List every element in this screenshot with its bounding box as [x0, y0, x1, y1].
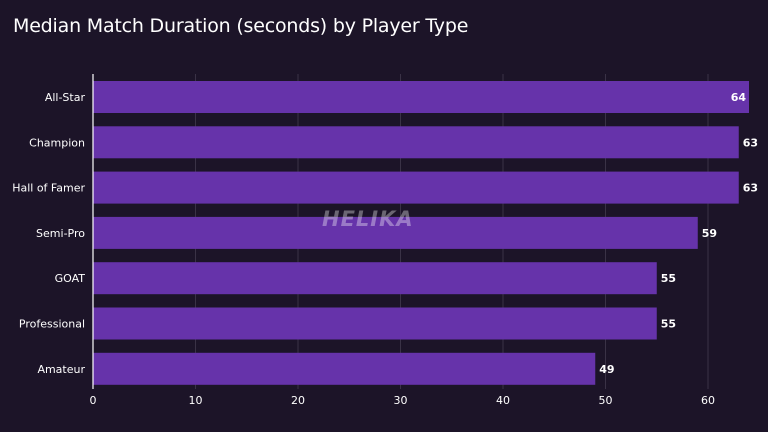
- value-label: 55: [661, 318, 676, 331]
- value-label: 63: [743, 136, 758, 149]
- value-label: 55: [661, 272, 676, 285]
- value-label: 49: [599, 363, 614, 376]
- x-tick-label: 10: [189, 394, 203, 407]
- x-tick-label: 60: [701, 394, 715, 407]
- labels: 0 10 20 30 40 50 60 All-Star 64 Champion 63 Hall of…: [12, 91, 758, 407]
- category-label: Amateur: [37, 363, 85, 376]
- bar: [93, 352, 596, 385]
- bar: [93, 216, 698, 249]
- bar: [93, 262, 657, 295]
- x-tick-label: 0: [90, 394, 97, 407]
- value-label: 64: [731, 91, 747, 104]
- x-tick-label: 50: [599, 394, 613, 407]
- category-label: Champion: [29, 136, 85, 149]
- x-tick-label: 40: [496, 394, 510, 407]
- value-label: 63: [743, 182, 758, 195]
- bars: [93, 81, 749, 385]
- value-label: 59: [702, 227, 717, 240]
- bar: [93, 81, 749, 113]
- category-label: GOAT: [55, 272, 86, 285]
- x-tick-label: 30: [394, 394, 408, 407]
- category-label: All-Star: [45, 91, 86, 104]
- chart-title: Median Match Duration (seconds) by Playe…: [13, 15, 469, 37]
- category-label: Hall of Famer: [12, 182, 85, 195]
- bar: [93, 171, 739, 204]
- x-tick-label: 20: [291, 394, 305, 407]
- category-label: Professional: [19, 318, 85, 331]
- bar: [93, 126, 739, 159]
- category-label: Semi-Pro: [36, 227, 85, 240]
- bar: [93, 307, 657, 340]
